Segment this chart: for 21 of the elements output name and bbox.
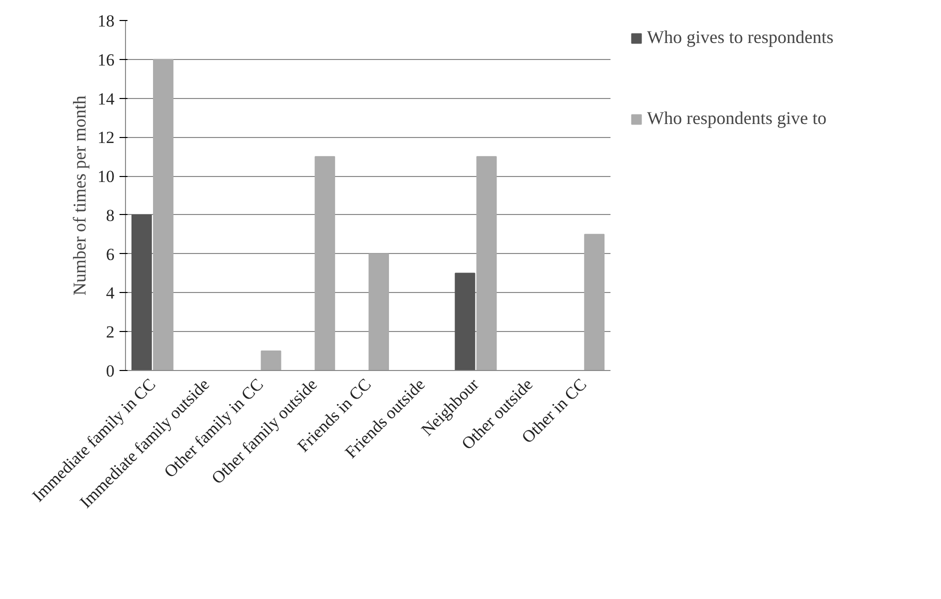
bar <box>584 234 605 370</box>
y-tick-label: 16 <box>98 50 114 70</box>
bar <box>476 156 497 370</box>
bar <box>368 253 389 370</box>
y-tick-label: 6 <box>106 244 114 264</box>
legend-label: Who gives to respondents <box>647 27 834 48</box>
y-tick-label: 4 <box>106 284 115 303</box>
y-axis-title: Number of times per month <box>70 96 90 296</box>
bar <box>131 214 152 370</box>
bar <box>260 350 282 370</box>
y-tick-label: 2 <box>106 322 114 342</box>
y-tick-label: 8 <box>106 206 114 225</box>
bar <box>153 58 174 370</box>
y-tick-label: 18 <box>98 12 114 30</box>
y-tick-label: 10 <box>98 167 114 186</box>
y-tick-label: 0 <box>106 362 114 380</box>
bar <box>314 156 336 370</box>
bar <box>454 272 476 370</box>
y-tick-label: 12 <box>98 128 114 148</box>
y-tick-label: 14 <box>98 89 115 108</box>
legend-label: Who respondents give to <box>647 108 826 129</box>
